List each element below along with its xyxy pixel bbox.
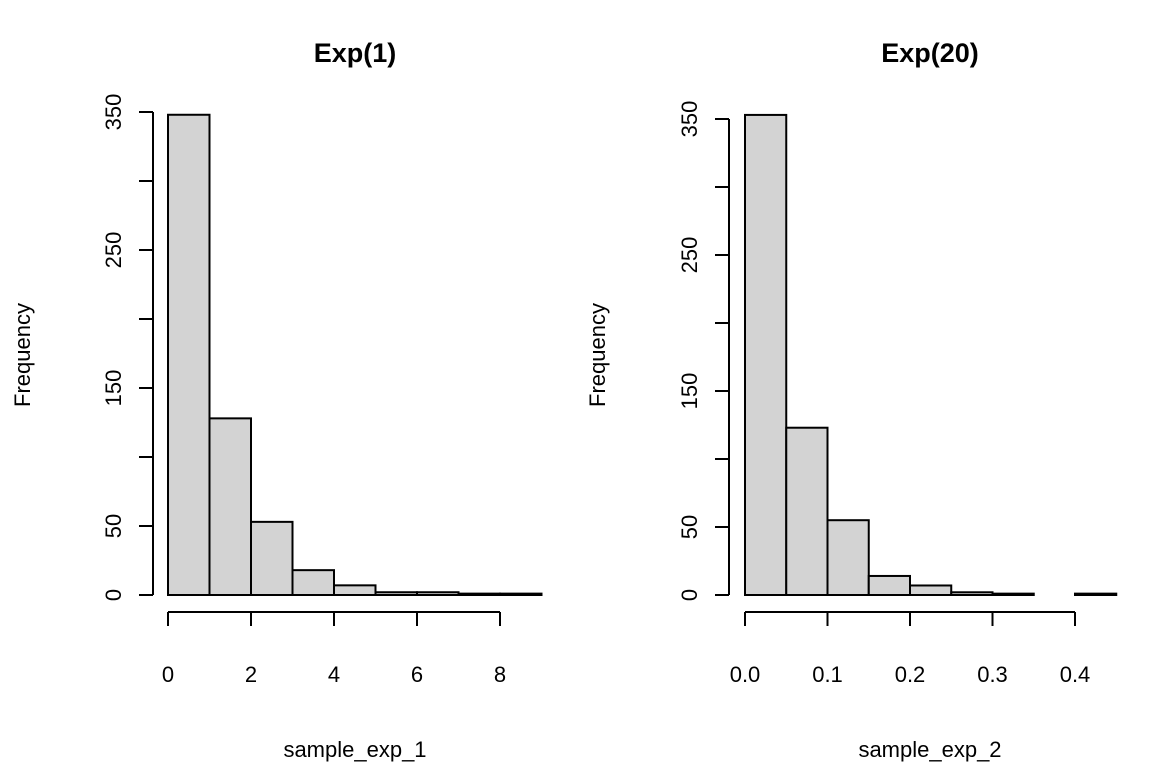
y-tick-label: 50 <box>677 515 702 539</box>
x-tick-label: 6 <box>411 662 423 687</box>
y-tick-label: 150 <box>101 370 126 407</box>
y-tick-label: 250 <box>677 237 702 274</box>
y-tick-label: 0 <box>101 589 126 601</box>
histogram-bar <box>333 584 377 597</box>
histogram-bar <box>991 592 1035 597</box>
y-tick-label: 350 <box>677 101 702 138</box>
histogram-bar <box>457 592 501 596</box>
histogram-bar <box>416 591 460 596</box>
x-tick-label: 0.2 <box>895 662 926 687</box>
x-tick-label: 0.4 <box>1060 662 1091 687</box>
x-tick-label: 2 <box>245 662 257 687</box>
histogram-bar <box>826 519 870 597</box>
x-tick-label: 0.1 <box>812 662 843 687</box>
histogram-panel-1: 0 50 150 250 350 0 2 4 6 8 Exp(1) sample_exp_1 Frequ… <box>10 38 543 762</box>
histogram-bar <box>950 591 994 597</box>
y-tick-label: 250 <box>101 232 126 269</box>
histogram-panel-2: 0 50 150 250 350 0.0 0.1 0.2 0.3 0.4 Exp(20) sample… <box>585 38 1118 762</box>
x-axis-label: sample_exp_2 <box>858 737 1001 762</box>
y-tick-label: 50 <box>101 514 126 538</box>
histogram-bar <box>250 520 294 596</box>
histogram-bar <box>208 417 252 596</box>
histogram-bar <box>374 591 418 596</box>
x-tick-label: 0.0 <box>730 662 761 687</box>
histogram-bar <box>785 426 829 596</box>
histogram-bar <box>499 592 543 596</box>
histogram-bar <box>867 574 911 597</box>
chart-title: Exp(20) <box>881 38 979 68</box>
y-tick-label: 150 <box>677 373 702 410</box>
x-axis-label: sample_exp_1 <box>283 737 426 762</box>
histogram-bar <box>167 113 211 596</box>
histogram-bar <box>909 584 953 596</box>
histogram-bar <box>744 113 788 596</box>
y-axis-label: Frequency <box>10 303 35 407</box>
x-tick-label: 0 <box>162 662 174 687</box>
x-tick-label: 0.3 <box>977 662 1008 687</box>
x-tick-label: 8 <box>494 662 506 687</box>
histogram-bar <box>1074 592 1118 597</box>
y-tick-label: 0 <box>677 589 702 601</box>
chart-title: Exp(1) <box>314 38 397 68</box>
y-tick-label: 350 <box>101 94 126 131</box>
histogram-bar <box>291 569 335 596</box>
x-tick-label: 4 <box>328 662 340 687</box>
y-axis-label: Frequency <box>585 303 610 407</box>
